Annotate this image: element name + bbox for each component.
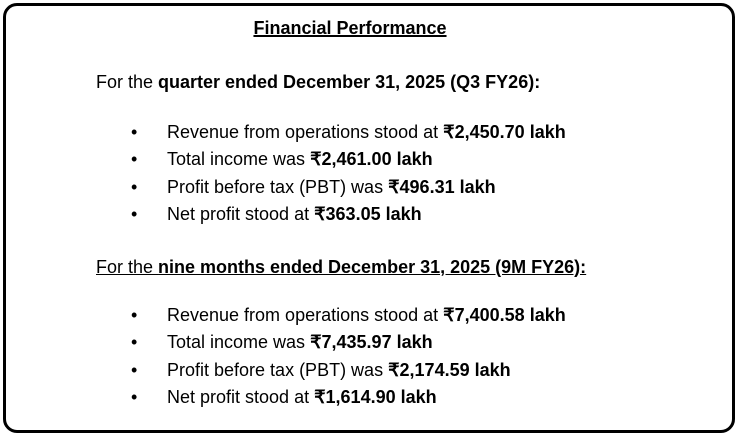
item-value: ₹7,435.97 lakh: [310, 332, 433, 353]
quarter-heading: For the quarter ended December 31, 2025 …: [96, 72, 540, 93]
nine-months-list: • Revenue from operations stood at ₹7,400…: [0, 302, 738, 411]
nine-months-heading: For the nine months ended December 31, 2…: [96, 257, 586, 278]
item-value: ₹2,450.70 lakh: [443, 122, 566, 142]
list-item: • Profit before tax (PBT) was ₹2,174.59 l…: [0, 357, 738, 384]
item-label: Total income was: [167, 332, 311, 353]
list-item: • Total income was ₹7,435.97 lakh: [0, 329, 738, 356]
heading-prefix: For the: [96, 72, 159, 92]
list-item: • Revenue from operations stood at ₹7,400…: [0, 302, 738, 329]
item-label: Profit before tax (PBT) was: [167, 176, 389, 197]
bullet-icon: •: [131, 122, 138, 142]
item-label: Profit before tax (PBT) was: [167, 359, 389, 380]
item-value: ₹496.31 lakh: [388, 176, 496, 197]
item-label: Total income was: [167, 149, 311, 170]
heading-bold: quarter ended December 31, 2025 (Q3 FY26…: [158, 72, 541, 92]
bullet-icon: •: [131, 149, 138, 170]
item-value: ₹2,461.00 lakh: [310, 149, 433, 170]
bullet-icon: •: [131, 386, 138, 407]
list-item: • Net profit stood at ₹363.05 lakh: [0, 201, 738, 228]
list-item: • Net profit stood at ₹1,614.90 lakh: [0, 384, 738, 411]
item-value: ₹363.05 lakh: [314, 203, 422, 224]
item-label: Net profit stood at: [167, 386, 315, 407]
document-frame: [3, 3, 735, 433]
heading-prefix: For the: [96, 257, 159, 277]
item-value: ₹1,614.90 lakh: [314, 386, 437, 407]
bullet-icon: •: [131, 305, 138, 325]
item-label: Net profit stood at: [167, 203, 315, 224]
item-value: ₹2,174.59 lakh: [388, 359, 511, 380]
bullet-icon: •: [131, 203, 138, 224]
heading-bold: nine months ended December 31, 2025 (9M …: [158, 257, 587, 277]
item-label: Revenue from operations stood at: [167, 122, 444, 142]
quarter-list: • Revenue from operations stood at ₹2,450…: [0, 119, 738, 228]
list-item: • Total income was ₹2,461.00 lakh: [0, 146, 738, 173]
bullet-icon: •: [131, 359, 138, 380]
list-item: • Profit before tax (PBT) was ₹496.31 lak…: [0, 174, 738, 201]
title-text: Financial Performance: [253, 18, 447, 38]
list-item: • Revenue from operations stood at ₹2,450…: [0, 119, 738, 146]
item-label: Revenue from operations stood at: [167, 305, 444, 325]
item-value: ₹7,400.58 lakh: [443, 305, 566, 325]
page-title: Financial Performance: [0, 18, 700, 39]
bullet-icon: •: [131, 332, 138, 353]
bullet-icon: •: [131, 176, 138, 197]
